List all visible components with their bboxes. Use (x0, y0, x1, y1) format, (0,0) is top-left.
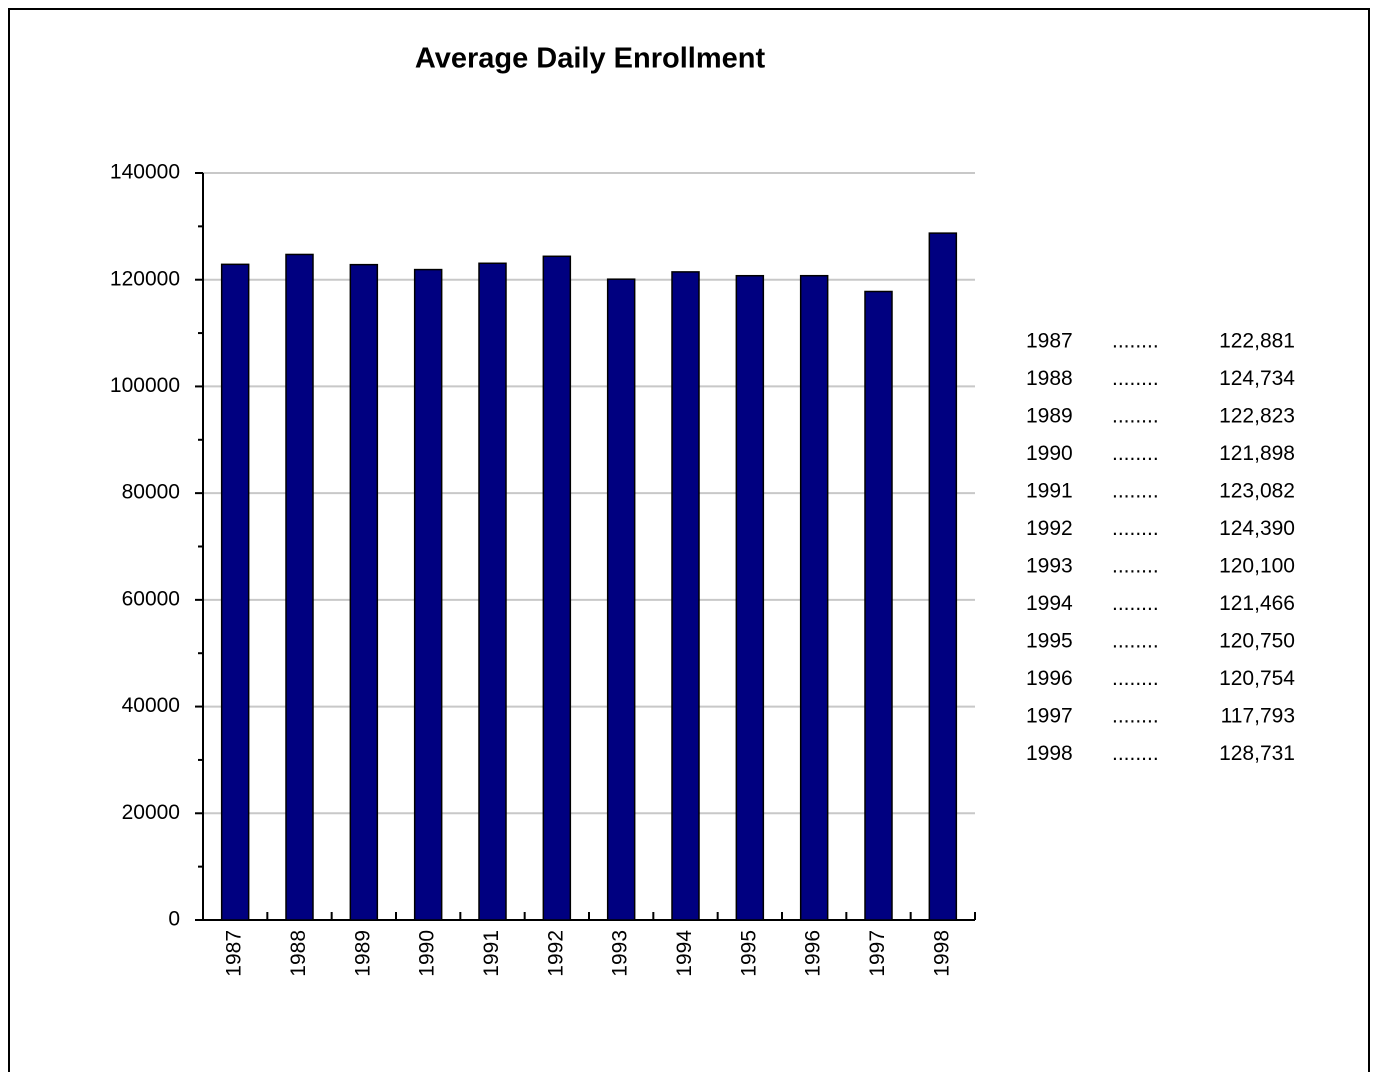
table-year: 1998 (1026, 742, 1073, 765)
table-year: 1996 (1026, 667, 1073, 690)
bar (606, 278, 636, 921)
y-tick-label: 40000 (122, 694, 180, 717)
table-year: 1993 (1026, 555, 1073, 578)
bar (220, 263, 250, 921)
bar (864, 290, 893, 921)
bar (928, 232, 958, 921)
table-leader: ........ (1112, 405, 1159, 428)
table-leader: ........ (1112, 330, 1159, 353)
bar (478, 262, 507, 921)
x-tick-label: 1988 (287, 930, 310, 977)
table-leader: ........ (1112, 705, 1159, 728)
table-year: 1991 (1026, 480, 1073, 503)
x-tick-label: 1993 (609, 930, 632, 977)
table-year: 1994 (1026, 592, 1073, 615)
y-tick-label: 100000 (110, 374, 180, 397)
table-year: 1990 (1026, 442, 1073, 465)
y-tick-label: 60000 (122, 587, 180, 610)
table-leader: ........ (1112, 555, 1159, 578)
x-tick-label: 1996 (802, 930, 825, 977)
x-tick-label: 1989 (351, 930, 374, 977)
table-year: 1992 (1026, 517, 1073, 540)
table-year: 1995 (1026, 630, 1073, 653)
table-value: 121,466 (1219, 592, 1295, 615)
table-year: 1997 (1026, 705, 1073, 728)
x-tick-label: 1990 (416, 930, 439, 977)
table-leader: ........ (1112, 442, 1159, 465)
table-value: 128,731 (1219, 742, 1295, 765)
table-year: 1989 (1026, 405, 1073, 428)
table-year: 1988 (1026, 367, 1073, 390)
table-leader: ........ (1112, 742, 1159, 765)
bar (735, 274, 765, 921)
y-tick-label: 140000 (110, 161, 180, 184)
x-tick-label: 1987 (223, 930, 246, 977)
y-tick-label: 120000 (110, 267, 180, 290)
bar (542, 255, 572, 921)
table-value: 122,823 (1219, 405, 1295, 428)
y-tick-label: 20000 (122, 801, 180, 824)
frame (8, 8, 1370, 1072)
table-value: 122,881 (1219, 330, 1295, 353)
x-tick-label: 1992 (544, 930, 567, 977)
chart-title: Average Daily Enrollment (415, 43, 766, 75)
table-leader: ........ (1112, 630, 1159, 653)
x-tick-label: 1995 (737, 930, 760, 977)
bar (413, 268, 443, 921)
table-value: 120,100 (1219, 555, 1295, 578)
table-leader: ........ (1112, 517, 1159, 540)
table-leader: ........ (1112, 592, 1159, 615)
table-value: 124,734 (1219, 367, 1295, 390)
table-value: 120,750 (1219, 630, 1295, 653)
table-year: 1987 (1026, 330, 1073, 353)
table-value: 124,390 (1219, 517, 1295, 540)
y-tick-label: 0 (168, 908, 180, 931)
table-value: 123,082 (1219, 480, 1295, 503)
table-leader: ........ (1112, 667, 1159, 690)
bar (349, 263, 379, 921)
table-leader: ........ (1112, 480, 1159, 503)
bar (671, 271, 700, 921)
x-tick-label: 1998 (930, 930, 953, 977)
table-leader: ........ (1112, 367, 1159, 390)
x-tick-label: 1994 (673, 930, 696, 977)
y-tick-label: 80000 (122, 481, 180, 504)
table-value: 120,754 (1219, 667, 1295, 690)
bar (285, 253, 314, 921)
bar (799, 274, 829, 921)
table-value: 121,898 (1219, 442, 1295, 465)
x-tick-label: 1997 (866, 930, 889, 977)
x-tick-label: 1991 (480, 930, 503, 977)
table-value: 117,793 (1221, 705, 1295, 728)
